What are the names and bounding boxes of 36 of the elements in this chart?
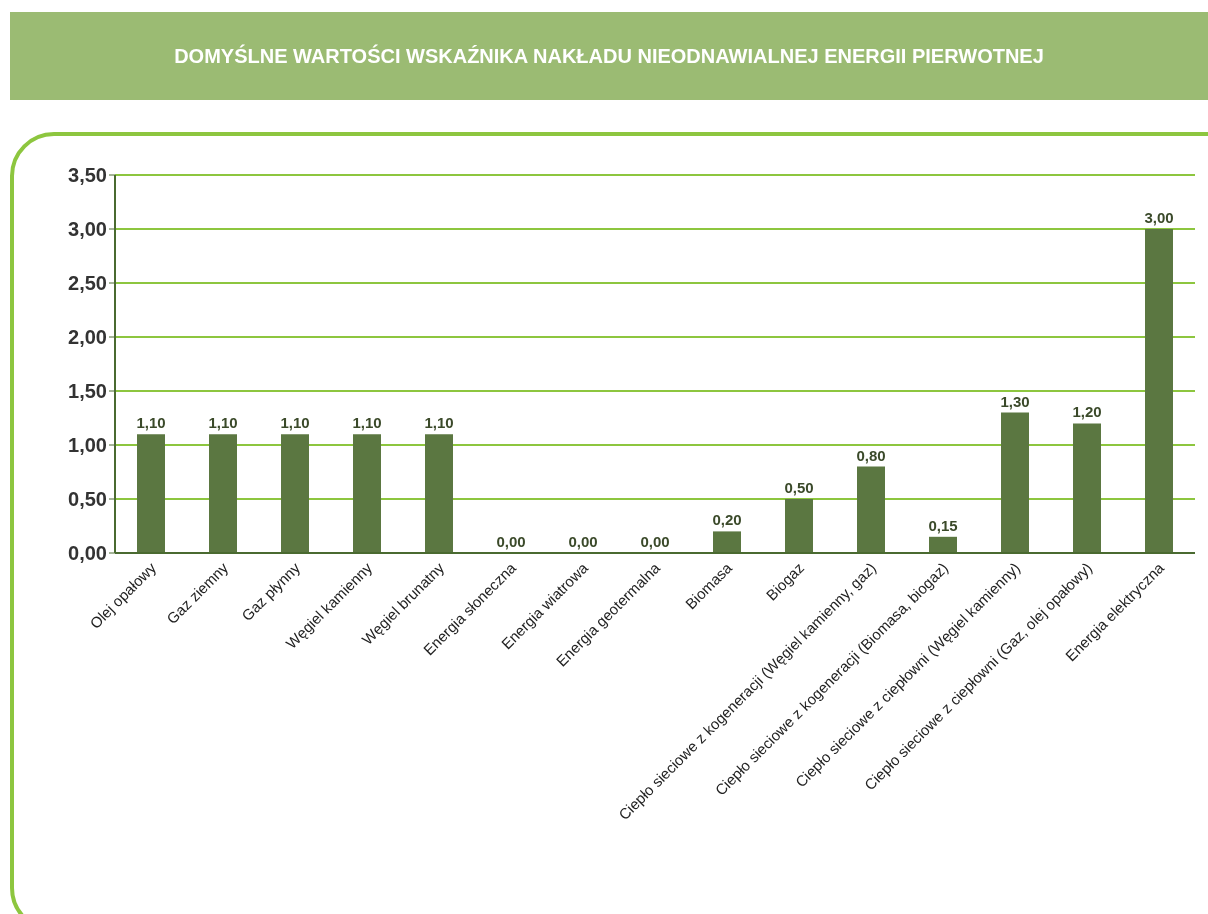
data-label: 0,50	[784, 479, 814, 496]
y-tick-label: 2,50	[68, 272, 107, 295]
y-tick-label: 0,50	[68, 488, 107, 511]
data-label: 0,00	[496, 533, 526, 550]
bar	[425, 434, 453, 553]
data-label: 0,80	[856, 446, 886, 464]
data-label: 1,30	[1000, 392, 1030, 410]
data-label: 1,20	[1072, 403, 1102, 421]
bar	[1073, 423, 1101, 553]
bar	[281, 434, 309, 553]
y-tick-label: 3,00	[68, 218, 107, 241]
y-tick-label: 2,00	[68, 326, 107, 349]
data-label: 1,10	[424, 414, 454, 432]
bar	[857, 466, 885, 553]
bar	[929, 536, 957, 553]
data-label: 0,20	[712, 511, 742, 529]
data-label: 1,10	[136, 414, 166, 432]
data-label: 1,10	[208, 414, 238, 432]
bar	[353, 434, 381, 553]
y-tick-label: 1,50	[68, 380, 107, 403]
data-label: 0,00	[640, 533, 670, 550]
data-label: 1,10	[352, 414, 382, 432]
y-tick-label: 1,00	[68, 434, 107, 457]
data-label: 1,10	[280, 414, 310, 432]
bar	[209, 434, 237, 553]
bar	[1001, 412, 1029, 553]
y-tick-label: 3,50	[68, 164, 107, 187]
chart-title: DOMYŚLNE WARTOŚCI WSKAŹNIKA NAKŁADU NIEODNAWIALNEJ ENERGII PIERWOTNEJ	[10, 12, 1208, 100]
data-label: 3,00	[1144, 209, 1174, 226]
data-label: 0,15	[928, 516, 958, 534]
y-tick-label: 0,00	[68, 542, 107, 565]
bar	[137, 434, 165, 553]
bar	[713, 531, 741, 553]
bar	[785, 499, 813, 553]
bar	[1145, 229, 1173, 553]
data-label: 0,00	[568, 533, 598, 550]
